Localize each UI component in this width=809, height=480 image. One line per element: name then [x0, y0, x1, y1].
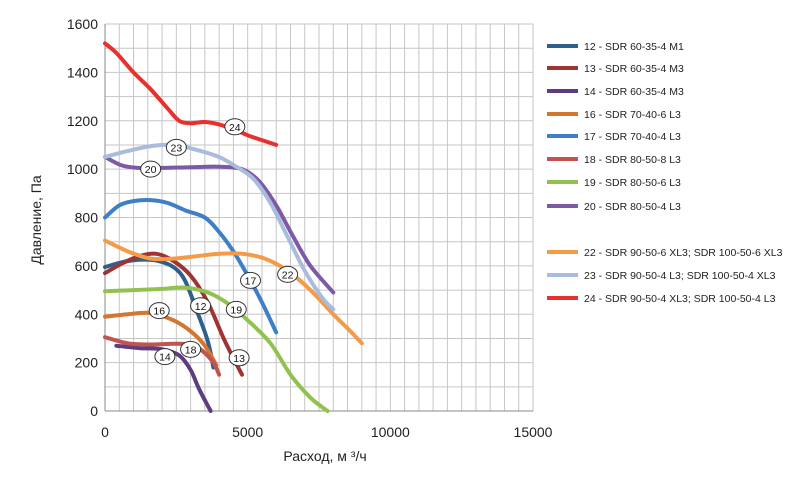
legend-item-16: 16 - SDR 70-40-6 L3 — [547, 109, 681, 121]
x-tick-label: 10000 — [371, 424, 410, 440]
y-tick-label: 1600 — [67, 16, 98, 32]
series-annotation-24: 24 — [224, 118, 246, 136]
annotation-label: 24 — [229, 122, 241, 134]
legend-label: 22 - SDR 90-50-6 XL3; SDR 100-50-6 XL3 — [584, 247, 783, 259]
x-tick-label: 15000 — [514, 424, 553, 440]
y-tick-label: 0 — [90, 403, 98, 419]
y-axis-label: Давление, Па — [28, 175, 44, 265]
annotation-label: 13 — [233, 353, 245, 365]
series-line-16 — [103, 310, 219, 367]
legend-item-23: 23 - SDR 90-50-4 L3; SDR 100-50-4 XL3 — [547, 270, 776, 282]
series-annotation-23: 23 — [165, 138, 187, 156]
series-line-13 — [103, 251, 244, 377]
annotation-label: 12 — [195, 301, 207, 313]
y-tick-label: 200 — [75, 355, 99, 371]
legend-label: 19 - SDR 80-50-6 L3 — [584, 177, 681, 189]
legend-label: 18 - SDR 80-50-8 L3 — [584, 154, 681, 166]
legend-item-18: 18 - SDR 80-50-8 L3 — [547, 154, 681, 166]
annotation-label: 17 — [245, 275, 257, 287]
annotation-label: 20 — [145, 164, 157, 176]
legend-item-19: 19 - SDR 80-50-6 L3 — [547, 177, 681, 189]
x-tick-label: 0 — [101, 424, 109, 440]
annotation-bubble — [228, 349, 250, 367]
series-annotation-16: 16 — [148, 302, 170, 320]
annotation-bubble — [180, 340, 202, 358]
annotation-bubble — [224, 118, 246, 136]
legend-item-22: 22 - SDR 90-50-6 XL3; SDR 100-50-6 XL3 — [547, 247, 783, 259]
axis-ticks: 0 200 400 600 800 1000 1200 1400 1600 0 5000 10000 1… — [67, 16, 553, 440]
series-annotation-20: 20 — [140, 160, 162, 178]
legend-label: 24 - SDR 90-50-4 XL3; SDR 100-50-4 L3 — [584, 293, 776, 305]
series-line-24 — [103, 41, 279, 147]
series-line-22 — [103, 238, 364, 346]
series-annotations: 12 13 14 16 17 18 19 20 22 23 24 — [140, 118, 299, 367]
legend-item-24: 24 - SDR 90-50-4 XL3; SDR 100-50-4 L3 — [547, 293, 776, 305]
annotation-label: 23 — [170, 142, 182, 154]
y-tick-label: 1400 — [67, 64, 98, 80]
y-tick-label: 400 — [75, 306, 99, 322]
series-annotation-19: 19 — [225, 300, 247, 318]
annotation-bubble — [154, 348, 176, 366]
annotation-bubble — [240, 271, 262, 289]
legend: 12 - SDR 60-35-4 M1 13 - SDR 60-35-4 M3 14… — [547, 41, 783, 305]
legend-item-12: 12 - SDR 60-35-4 M1 — [547, 41, 684, 53]
legend-item-17: 17 - SDR 70-40-4 L3 — [547, 131, 681, 143]
annotation-label: 16 — [153, 306, 165, 318]
series-line-14 — [114, 343, 213, 413]
series-annotation-13: 13 — [228, 349, 250, 367]
annotation-label: 19 — [230, 304, 242, 316]
annotation-label: 18 — [185, 344, 197, 356]
x-tick-label: 5000 — [232, 424, 263, 440]
y-tick-label: 1200 — [67, 113, 98, 129]
legend-item-20: 20 - SDR 80-50-4 L3 — [547, 201, 681, 213]
legend-label: 23 - SDR 90-50-4 L3; SDR 100-50-4 XL3 — [584, 270, 776, 282]
series-annotation-22: 22 — [277, 265, 299, 283]
y-tick-label: 1000 — [67, 161, 98, 177]
series-annotation-12: 12 — [190, 297, 212, 315]
annotation-bubble — [140, 160, 162, 178]
annotation-label: 22 — [282, 269, 294, 281]
series-annotation-17: 17 — [240, 271, 262, 289]
legend-item-13: 13 - SDR 60-35-4 M3 — [547, 63, 684, 75]
annotation-bubble — [190, 297, 212, 315]
legend-label: 14 - SDR 60-35-4 M3 — [584, 86, 684, 98]
x-axis-label: Расход, м ³/ч — [283, 448, 366, 464]
series-annotation-18: 18 — [180, 340, 202, 358]
series-lines — [103, 41, 364, 413]
legend-label: 13 - SDR 60-35-4 M3 — [584, 63, 684, 75]
legend-label: 16 - SDR 70-40-6 L3 — [584, 109, 681, 121]
legend-label: 12 - SDR 60-35-4 M1 — [584, 41, 684, 53]
y-tick-label: 800 — [75, 210, 99, 226]
legend-label: 20 - SDR 80-50-4 L3 — [584, 201, 681, 213]
series-line-20 — [103, 155, 336, 295]
series-line-19 — [103, 285, 330, 413]
y-tick-label: 600 — [75, 258, 99, 274]
annotation-bubble — [165, 138, 187, 156]
legend-label: 17 - SDR 70-40-4 L3 — [584, 131, 681, 143]
annotation-bubble — [225, 300, 247, 318]
series-annotation-14: 14 — [154, 348, 176, 366]
legend-item-14: 14 - SDR 60-35-4 M3 — [547, 86, 684, 98]
annotation-bubble — [277, 265, 299, 283]
annotation-label: 14 — [159, 352, 171, 364]
series-line-23 — [103, 142, 336, 312]
annotation-bubble — [148, 302, 170, 320]
